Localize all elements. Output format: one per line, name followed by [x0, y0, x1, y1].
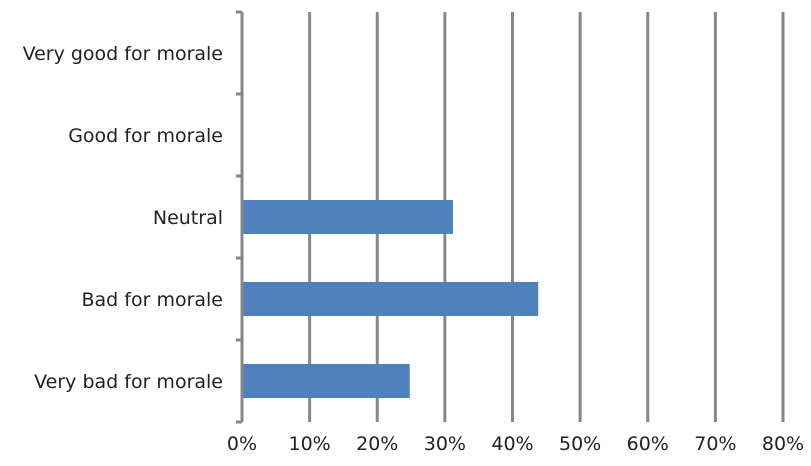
x-tick-label: 30% — [424, 433, 466, 455]
x-tick-label: 20% — [356, 433, 398, 455]
x-tick-label: 60% — [627, 433, 669, 455]
x-tick-label: 10% — [289, 433, 331, 455]
x-tick-label: 0% — [227, 433, 257, 455]
bar-2 — [243, 200, 453, 234]
category-label: Very good for morale — [23, 43, 223, 65]
bar-4 — [243, 364, 410, 398]
bars — [243, 200, 539, 398]
category-label: Good for morale — [68, 125, 223, 147]
x-tick-label: 40% — [491, 433, 533, 455]
labels: 0% 10% 20% 30% 40% 50% 60% 70% 80% Very good for … — [23, 43, 805, 455]
x-tick-label: 70% — [694, 433, 736, 455]
category-label: Bad for morale — [82, 289, 224, 311]
x-tick-label: 80% — [762, 433, 804, 455]
x-tick-label: 50% — [559, 433, 601, 455]
category-label: Neutral — [153, 207, 223, 229]
bar-3 — [243, 282, 539, 316]
axes — [236, 10, 244, 424]
category-label: Very bad for morale — [34, 371, 223, 393]
